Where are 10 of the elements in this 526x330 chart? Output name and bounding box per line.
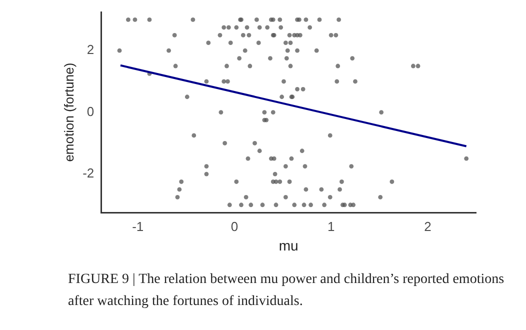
y-axis-title: emotion (fortune) (61, 62, 76, 162)
x-tick-label: 1 (327, 218, 335, 234)
y-tick-label: 0 (86, 104, 94, 119)
x-tick-label: 2 (424, 218, 432, 234)
caption: FIGURE 9 | The relation between mu power and children’s reported emotions after watching the fortunes of individuals. (68, 271, 506, 311)
x-axis-title: mu (278, 237, 298, 254)
y-tick-label: 2 (86, 42, 94, 58)
x-tick-label: -1 (132, 218, 144, 234)
x-tick-label: 0 (230, 218, 238, 234)
y-tick-label: -2 (82, 166, 94, 181)
